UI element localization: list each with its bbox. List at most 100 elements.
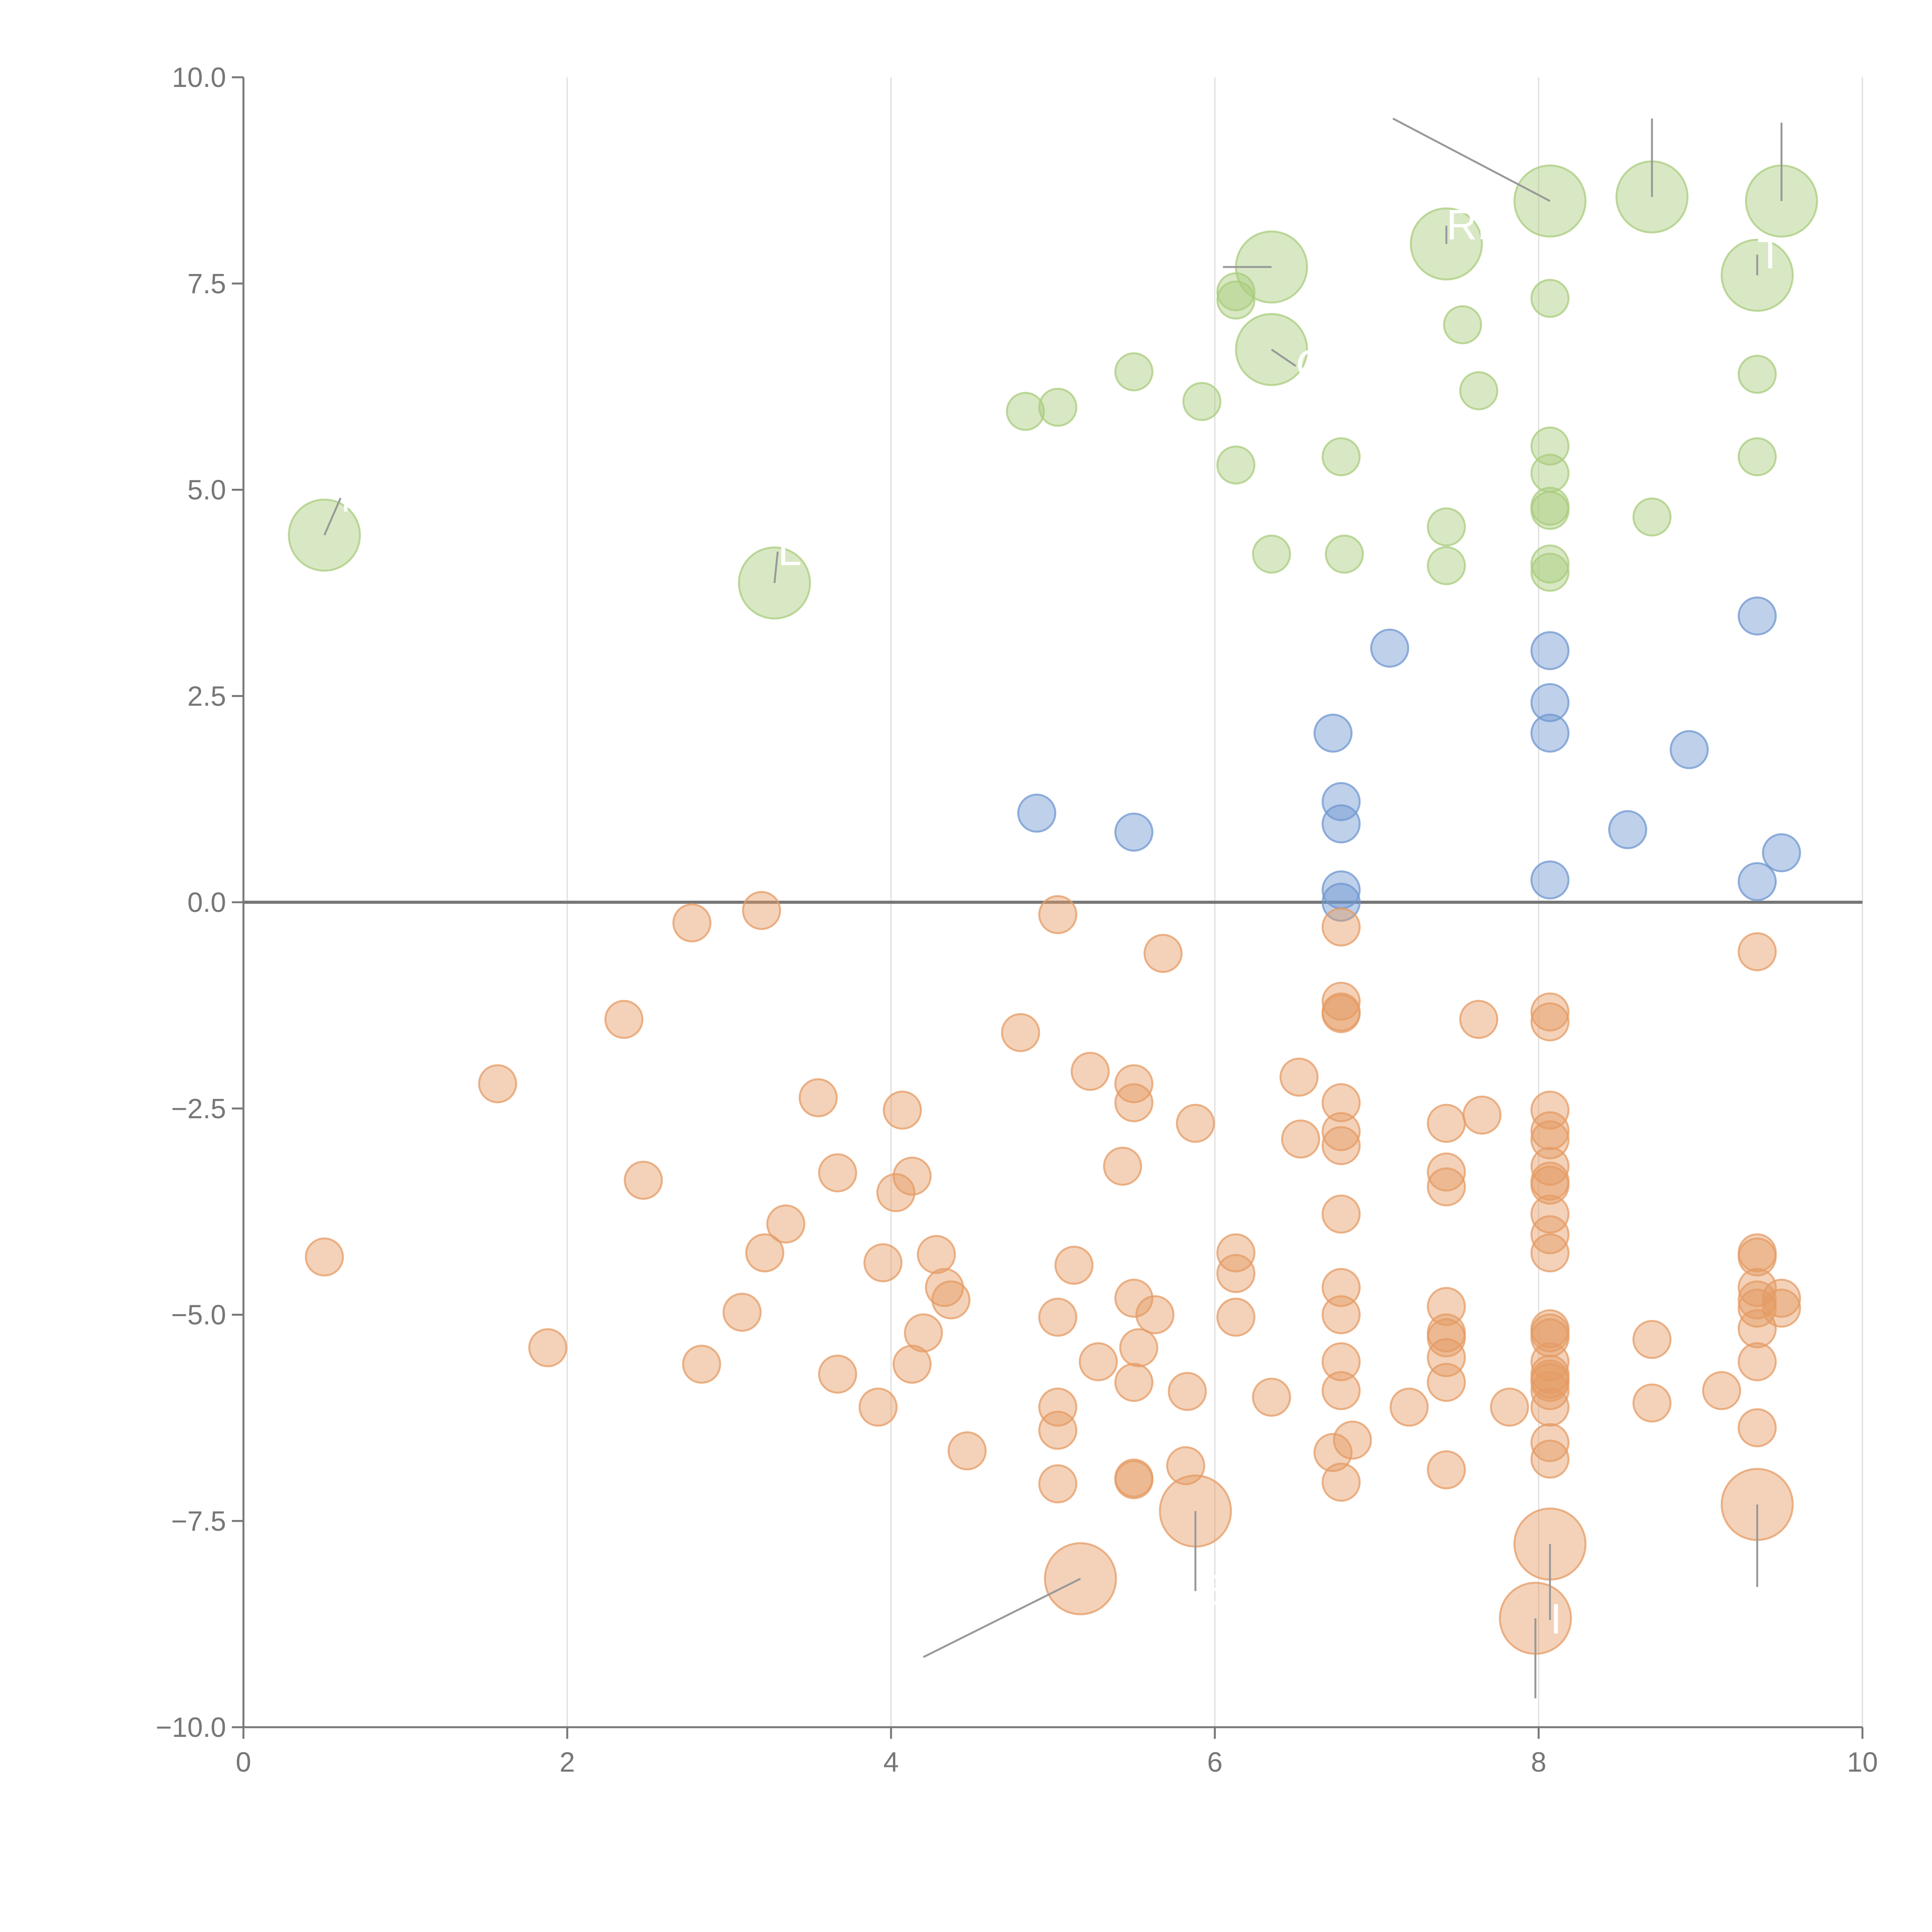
annotation-label: RF [1446, 201, 1503, 248]
data-point-high [1530, 553, 1570, 592]
x-tick-label: 8 [1531, 1747, 1546, 1778]
data-point-low [1738, 1342, 1777, 1381]
data-point-low [1632, 1320, 1672, 1359]
axes: 10.0 7.5 5.0 2.5 0.0 −2.5 −5.0 −7.5 −10.0 0 2 4 6 8 10 [156, 62, 1878, 1778]
data-point-low [1530, 1371, 1570, 1410]
data-point-mid [1530, 713, 1570, 753]
data-point-low [1738, 932, 1777, 971]
data-point-mid [1321, 782, 1361, 821]
x-tick-label: 0 [236, 1747, 251, 1778]
data-point-mid [1738, 596, 1777, 636]
data-point-low [1321, 1194, 1361, 1234]
data-point-high [1182, 382, 1221, 421]
data-point-low [1530, 992, 1570, 1032]
data-point-low [1216, 1233, 1255, 1272]
data-point-low [1321, 981, 1361, 1021]
data-point-low [1632, 1383, 1672, 1423]
data-point-low [892, 1156, 932, 1196]
data-point-low [305, 1237, 344, 1277]
data-point-low [682, 1345, 721, 1384]
data-point-low [818, 1153, 857, 1192]
data-point-low [1333, 1420, 1372, 1460]
annotation-leader [923, 1578, 1081, 1658]
data-point-high [1321, 437, 1361, 476]
y-tick-label: 0.0 [187, 887, 226, 918]
data-points [288, 160, 1818, 1655]
data-point-low [863, 1243, 903, 1282]
data-point-low [1321, 1371, 1361, 1410]
y-tick-label: −7.5 [171, 1506, 226, 1537]
data-point-low [917, 1235, 956, 1274]
data-point-low [1114, 1083, 1153, 1122]
data-point-high [1530, 279, 1570, 318]
data-point-low [1530, 1090, 1570, 1130]
data-point-high [1530, 426, 1570, 466]
data-point-low [1321, 994, 1361, 1033]
data-point-low [1530, 1165, 1570, 1205]
data-point-low [1427, 1363, 1466, 1402]
data-point-high [1738, 355, 1777, 394]
data-point-high [1738, 437, 1777, 476]
data-point-high [1459, 371, 1498, 410]
data-point-low [1530, 1194, 1570, 1234]
annotation-label: L [778, 527, 801, 575]
y-tick-label: 2.5 [187, 681, 226, 712]
annotation-leader [1271, 349, 1296, 367]
data-point-low [1530, 1342, 1570, 1381]
data-point-low [1738, 1408, 1777, 1447]
annotation-leader [773, 551, 779, 583]
y-tick-label: −2.5 [171, 1094, 226, 1124]
data-point-low [1738, 1237, 1777, 1277]
data-point-mid [1114, 813, 1153, 852]
data-point-high [1427, 507, 1466, 547]
data-point-low [1530, 1439, 1570, 1479]
data-point-low [742, 891, 781, 930]
data-point-low [925, 1268, 964, 1307]
data-point-low [931, 1280, 971, 1320]
data-point-low [1143, 934, 1183, 973]
data-point-low [1103, 1146, 1142, 1186]
data-point-low [1321, 1268, 1361, 1307]
data-point-low [1038, 1464, 1078, 1503]
data-point-high [1632, 497, 1672, 537]
y-tick-label: 5.0 [187, 475, 226, 506]
annotation-label: T [1757, 230, 1783, 277]
data-point-low [1216, 1254, 1255, 1293]
data-point-low [1321, 1463, 1361, 1502]
y-tick-label: 7.5 [187, 269, 226, 299]
data-point-low [1321, 907, 1361, 947]
data-point-low [1321, 1126, 1361, 1165]
y-tick-label: −5.0 [171, 1300, 226, 1331]
data-point-high [1252, 534, 1291, 574]
annotation-leader [1392, 117, 1551, 202]
data-point-low [1762, 1288, 1801, 1328]
data-point-high [1325, 534, 1364, 574]
data-point-low [1427, 1104, 1466, 1143]
data-point-low [1427, 1167, 1466, 1207]
data-point-mid [1608, 810, 1647, 849]
x-tick-label: 10 [1847, 1747, 1878, 1778]
annotations: M L RF T C E I [323, 117, 1783, 1699]
data-point-low [1321, 1083, 1361, 1122]
data-point-low [528, 1328, 568, 1367]
annotation-leader [323, 497, 342, 536]
data-point-low [1001, 1013, 1040, 1052]
data-point-low [1281, 1119, 1320, 1159]
data-point-low [745, 1233, 784, 1272]
data-point-low [892, 1345, 932, 1384]
data-point-low [883, 1090, 922, 1130]
data-point-low [1038, 895, 1078, 934]
data-point-mid [1738, 862, 1777, 901]
data-point-low [1114, 1458, 1153, 1498]
data-point-low [1321, 1112, 1361, 1151]
data-point-low [1114, 1363, 1153, 1402]
data-point-low [1168, 1372, 1207, 1411]
data-point-low [947, 1431, 987, 1471]
data-point-low [1530, 1111, 1570, 1150]
data-point-high [1006, 392, 1045, 431]
data-point-high [1443, 305, 1482, 344]
data-point-low [1389, 1388, 1429, 1427]
data-point-high [1530, 491, 1570, 530]
data-point-mid [1313, 713, 1353, 753]
data-point-low [1176, 1104, 1215, 1143]
